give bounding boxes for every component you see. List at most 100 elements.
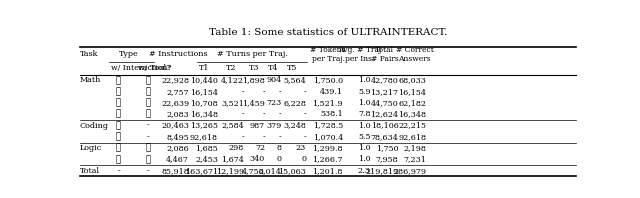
Text: T5: T5: [287, 64, 298, 72]
Text: 44,750: 44,750: [371, 99, 399, 107]
Text: ✓: ✓: [116, 76, 122, 85]
Text: 3,248: 3,248: [284, 122, 306, 130]
Text: 286,979: 286,979: [393, 167, 426, 175]
Text: ✗: ✗: [146, 99, 151, 108]
Text: 1,070.4: 1,070.4: [312, 133, 343, 141]
Text: ✗: ✗: [116, 110, 122, 119]
Text: 1.0: 1.0: [358, 155, 371, 164]
Text: 4,122: 4,122: [221, 76, 244, 85]
Text: Task: Task: [80, 50, 99, 58]
Text: T4: T4: [268, 64, 278, 72]
Text: 340: 340: [250, 155, 265, 164]
Text: ✓: ✓: [116, 144, 122, 153]
Text: 987: 987: [250, 122, 265, 130]
Text: 2.3: 2.3: [358, 167, 371, 175]
Text: 2,757: 2,757: [166, 88, 189, 96]
Text: Total: Total: [80, 167, 100, 175]
Text: -: -: [278, 88, 282, 96]
Text: ✗: ✗: [116, 132, 122, 141]
Text: 16,154: 16,154: [190, 88, 218, 96]
Text: 85,918: 85,918: [161, 167, 189, 175]
Text: 10,708: 10,708: [190, 99, 218, 107]
Text: 12,624: 12,624: [371, 110, 399, 118]
Text: 20,463: 20,463: [161, 122, 189, 130]
Text: 219,819: 219,819: [365, 167, 399, 175]
Text: -: -: [147, 167, 150, 175]
Text: 13,217: 13,217: [371, 88, 399, 96]
Text: -: -: [303, 88, 306, 96]
Text: 1,750: 1,750: [376, 144, 399, 152]
Text: # Turns per Traj.: # Turns per Traj.: [217, 50, 287, 58]
Text: 2,086: 2,086: [166, 144, 189, 152]
Text: ✗: ✗: [146, 110, 151, 119]
Text: -: -: [147, 122, 150, 130]
Text: 2,198: 2,198: [403, 144, 426, 152]
Text: T2: T2: [226, 64, 237, 72]
Text: 4,467: 4,467: [166, 155, 189, 164]
Text: 1.0: 1.0: [358, 122, 371, 130]
Text: 92,618: 92,618: [190, 133, 218, 141]
Text: -: -: [147, 133, 150, 141]
Text: 538.1: 538.1: [320, 110, 343, 118]
Text: ✗: ✗: [116, 87, 122, 96]
Text: 1.0: 1.0: [358, 144, 371, 152]
Text: 163,671: 163,671: [185, 167, 218, 175]
Text: ✓: ✓: [116, 99, 122, 108]
Text: Total
# Pairs: Total # Pairs: [371, 46, 399, 63]
Text: Type: Type: [119, 50, 139, 58]
Text: 379: 379: [266, 122, 282, 130]
Text: 2,083: 2,083: [166, 110, 189, 118]
Text: Math: Math: [80, 76, 101, 85]
Text: 16,348: 16,348: [398, 110, 426, 118]
Text: 298: 298: [229, 144, 244, 152]
Text: T3: T3: [250, 64, 260, 72]
Text: 16,154: 16,154: [398, 88, 426, 96]
Text: ✗: ✗: [146, 155, 151, 164]
Text: 8: 8: [276, 144, 282, 152]
Text: -: -: [262, 110, 265, 118]
Text: -: -: [303, 133, 306, 141]
Text: -: -: [278, 133, 282, 141]
Text: w/ Tool?: w/ Tool?: [138, 64, 170, 72]
Text: 1,674: 1,674: [221, 155, 244, 164]
Text: ✓: ✓: [116, 155, 122, 164]
Text: -: -: [241, 110, 244, 118]
Text: # Tokens
per Traj.: # Tokens per Traj.: [310, 46, 346, 63]
Text: 723: 723: [266, 99, 282, 107]
Text: -: -: [303, 110, 306, 118]
Text: 1,750.0: 1,750.0: [313, 76, 343, 85]
Text: 68,033: 68,033: [398, 76, 426, 85]
Text: 1,201.8: 1,201.8: [312, 167, 343, 175]
Text: Coding: Coding: [80, 122, 109, 130]
Text: 1,521.9: 1,521.9: [312, 99, 343, 107]
Text: 10,440: 10,440: [190, 76, 218, 85]
Text: -: -: [241, 133, 244, 141]
Text: -: -: [278, 110, 282, 118]
Text: 5.9: 5.9: [358, 88, 371, 96]
Text: Avg. # Traj
per Ins.: Avg. # Traj per Ins.: [338, 46, 381, 63]
Text: -: -: [262, 133, 265, 141]
Text: 62,182: 62,182: [398, 99, 426, 107]
Text: 7,958: 7,958: [376, 155, 399, 164]
Text: 1,728.5: 1,728.5: [312, 122, 343, 130]
Text: 0: 0: [301, 155, 306, 164]
Text: 0: 0: [276, 155, 282, 164]
Text: ✓: ✓: [146, 144, 151, 153]
Text: 6,228: 6,228: [284, 99, 306, 107]
Text: 1,898: 1,898: [243, 76, 265, 85]
Text: 1.0: 1.0: [358, 99, 371, 107]
Text: 15,063: 15,063: [278, 167, 306, 175]
Text: 22,928: 22,928: [161, 76, 189, 85]
Text: 4,756: 4,756: [243, 167, 265, 175]
Text: 1.0: 1.0: [358, 76, 371, 85]
Text: 904: 904: [266, 76, 282, 85]
Text: 1,266.7: 1,266.7: [312, 155, 343, 164]
Text: ✓: ✓: [116, 121, 122, 130]
Text: 92,618: 92,618: [398, 133, 426, 141]
Text: 78,634: 78,634: [371, 133, 399, 141]
Text: 72: 72: [255, 144, 265, 152]
Text: 7,231: 7,231: [403, 155, 426, 164]
Text: 1,299.8: 1,299.8: [312, 144, 343, 152]
Text: 5,564: 5,564: [284, 76, 306, 85]
Text: 8,495: 8,495: [166, 133, 189, 141]
